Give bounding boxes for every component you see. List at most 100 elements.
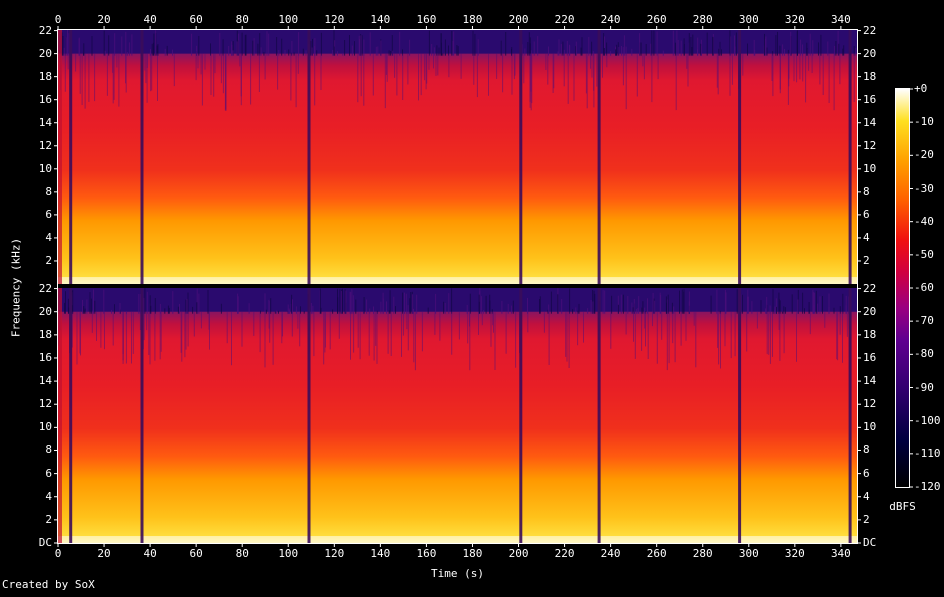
spectral-streak [180, 311, 182, 353]
y-tick-label: 2 [45, 253, 52, 267]
spectral-streak [672, 311, 674, 344]
spectral-streak [802, 292, 804, 314]
spectral-streak [428, 30, 430, 56]
spectral-streak [351, 289, 353, 314]
spectral-streak [827, 41, 829, 56]
spectral-streak [265, 309, 267, 314]
spectral-streak [481, 311, 483, 326]
spectral-streak [632, 307, 634, 314]
spectral-streak [413, 311, 415, 363]
spectral-streak [388, 50, 390, 56]
spectral-streak [139, 311, 141, 330]
spectral-streak [523, 53, 525, 84]
spectral-streak [91, 36, 93, 56]
spectral-streak [245, 34, 247, 56]
spectral-streak [569, 288, 571, 314]
spectral-streak [274, 311, 276, 314]
spectral-streak [550, 291, 552, 314]
spectral-streak [276, 37, 278, 56]
spectral-streak [753, 39, 755, 56]
spectral-streak [511, 47, 513, 56]
spectral-streak [84, 53, 86, 109]
spectral-streak [369, 308, 371, 314]
spectral-streak [651, 53, 653, 103]
spectral-streak [494, 311, 496, 370]
spectral-streak [89, 292, 91, 314]
spectral-streak [466, 304, 468, 314]
spectral-streak [442, 53, 444, 56]
y-tick-label-right: 8 [863, 184, 870, 198]
x-tick-label-top: 80 [235, 13, 249, 26]
spectral-streak [615, 49, 617, 56]
spectral-streak [349, 35, 350, 56]
spectral-streak [277, 53, 279, 90]
colorbar-tick-label: -80 [914, 347, 934, 361]
spectral-streak [278, 50, 280, 56]
spectral-streak [320, 32, 322, 56]
spectral-streak [75, 53, 77, 72]
spectral-streak [751, 301, 753, 314]
spectral-streak [159, 303, 161, 314]
spectral-streak [241, 311, 243, 347]
spectral-streak [184, 311, 186, 358]
spectral-streak [426, 53, 428, 84]
spectral-streak [438, 47, 440, 56]
spectral-streak [114, 33, 116, 56]
spectral-streak [828, 293, 830, 314]
spectral-streak [697, 49, 698, 56]
x-tick-label-top: 340 [830, 13, 851, 26]
quiet-segment [597, 288, 601, 543]
spectral-streak [480, 296, 482, 314]
spectral-streak [185, 299, 187, 314]
spectral-streak [375, 311, 377, 346]
spectral-streak [730, 36, 732, 56]
spectral-streak [502, 53, 504, 93]
spectral-streak [644, 307, 646, 314]
spectral-streak [725, 292, 727, 314]
spectral-streak [567, 53, 569, 104]
spectral-streak [100, 311, 102, 348]
spectral-streak [800, 39, 802, 56]
spectral-streak [814, 292, 816, 314]
spectral-streak [683, 38, 685, 56]
spectral-streak [311, 47, 313, 56]
spectral-streak [496, 53, 498, 79]
spectral-streak [164, 308, 166, 314]
spectral-streak [295, 53, 297, 108]
x-tick-label-top: 60 [189, 13, 203, 26]
spectral-streak [781, 311, 783, 314]
spectral-streak [320, 53, 322, 90]
spectral-streak [196, 45, 198, 56]
spectral-streak [552, 53, 554, 93]
spectral-streak [724, 311, 726, 347]
x-tick-label-top: 220 [554, 13, 575, 26]
spectral-streak [201, 53, 203, 106]
spectral-streak [610, 311, 612, 349]
spectral-streak [575, 46, 576, 56]
spectral-streak [332, 309, 334, 314]
spectral-streak [288, 308, 290, 314]
spectral-streak [375, 46, 377, 56]
spectral-streak [765, 36, 767, 56]
spectral-streak [604, 36, 606, 56]
spectral-streak [647, 311, 649, 359]
spectral-streak [631, 48, 633, 56]
spectral-streak [779, 53, 781, 94]
spectral-streak [557, 51, 559, 56]
spectral-streak [796, 311, 797, 362]
y-tick-label: 8 [45, 184, 52, 198]
spectral-streak [548, 304, 550, 314]
spectral-streak [845, 295, 847, 314]
spectral-streak [431, 44, 433, 56]
spectral-streak [281, 38, 283, 56]
spectral-streak [671, 302, 673, 314]
spectral-streak [240, 53, 242, 106]
x-tick-label: 220 [554, 547, 575, 560]
spectral-streak [177, 306, 179, 314]
spectral-streak [386, 53, 388, 82]
low-frequency-band [58, 536, 857, 543]
x-tick-label: 80 [235, 547, 249, 560]
quiet-segment [848, 288, 852, 543]
spectral-streak [293, 52, 295, 56]
y-tick-label: 10 [38, 161, 52, 175]
